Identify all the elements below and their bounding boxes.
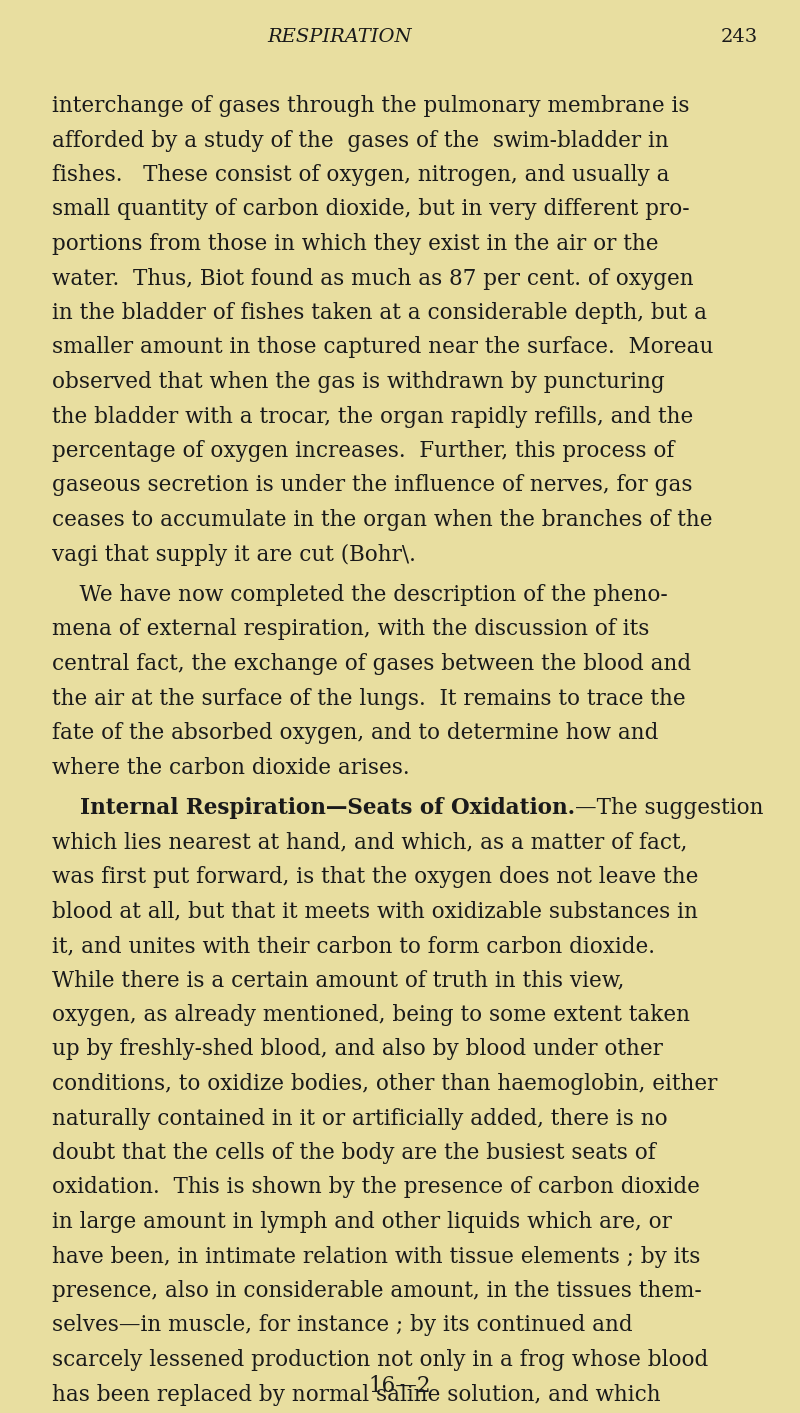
Text: interchange of gases through the pulmonary membrane is: interchange of gases through the pulmona… xyxy=(52,95,690,117)
Text: small quantity of carbon dioxide, but in very different pro-: small quantity of carbon dioxide, but in… xyxy=(52,198,690,220)
Text: smaller amount in those captured near the surface.  Moreau: smaller amount in those captured near th… xyxy=(52,336,714,359)
Text: oxygen, as already mentioned, being to some extent taken: oxygen, as already mentioned, being to s… xyxy=(52,1005,690,1026)
Text: the bladder with a trocar, the organ rapidly refills, and the: the bladder with a trocar, the organ rap… xyxy=(52,406,694,428)
Text: in large amount in lymph and other liquids which are, or: in large amount in lymph and other liqui… xyxy=(52,1211,672,1234)
Text: RESPIRATION: RESPIRATION xyxy=(268,28,412,47)
Text: water.  Thus, Biot found as much as 87 per cent. of oxygen: water. Thus, Biot found as much as 87 pe… xyxy=(52,267,694,290)
Text: in the bladder of fishes taken at a considerable depth, but a: in the bladder of fishes taken at a cons… xyxy=(52,302,707,324)
Text: We have now completed the description of the pheno-: We have now completed the description of… xyxy=(52,584,668,606)
Text: vagi that supply it are cut (Bohr\.: vagi that supply it are cut (Bohr\. xyxy=(52,544,416,565)
Text: Internal Respiration—Seats of Oxidation.: Internal Respiration—Seats of Oxidation. xyxy=(80,797,575,820)
Text: mena of external respiration, with the discussion of its: mena of external respiration, with the d… xyxy=(52,619,650,640)
Text: have been, in intimate relation with tissue elements ; by its: have been, in intimate relation with tis… xyxy=(52,1245,700,1267)
Text: 16—2: 16—2 xyxy=(369,1375,431,1397)
Text: scarcely lessened production not only in a frog whose blood: scarcely lessened production not only in… xyxy=(52,1349,708,1371)
Text: percentage of oxygen increases.  Further, this process of: percentage of oxygen increases. Further,… xyxy=(52,439,674,462)
Text: observed that when the gas is withdrawn by puncturing: observed that when the gas is withdrawn … xyxy=(52,372,665,393)
Text: fate of the absorbed oxygen, and to determine how and: fate of the absorbed oxygen, and to dete… xyxy=(52,722,658,745)
Text: up by freshly-shed blood, and also by blood under other: up by freshly-shed blood, and also by bl… xyxy=(52,1039,663,1061)
Text: oxidation.  This is shown by the presence of carbon dioxide: oxidation. This is shown by the presence… xyxy=(52,1177,700,1198)
Text: 243: 243 xyxy=(721,28,758,47)
Text: ceases to accumulate in the organ when the branches of the: ceases to accumulate in the organ when t… xyxy=(52,509,713,531)
Text: portions from those in which they exist in the air or the: portions from those in which they exist … xyxy=(52,233,658,254)
Text: central fact, the exchange of gases between the blood and: central fact, the exchange of gases betw… xyxy=(52,653,691,675)
Text: selves—in muscle, for instance ; by its continued and: selves—in muscle, for instance ; by its … xyxy=(52,1314,633,1337)
Text: it, and unites with their carbon to form carbon dioxide.: it, and unites with their carbon to form… xyxy=(52,935,655,957)
Text: conditions, to oxidize bodies, other than haemoglobin, either: conditions, to oxidize bodies, other tha… xyxy=(52,1072,718,1095)
Text: —The suggestion: —The suggestion xyxy=(575,797,764,820)
Text: has been replaced by normal saline solution, and which: has been replaced by normal saline solut… xyxy=(52,1383,661,1406)
Text: gaseous secretion is under the influence of nerves, for gas: gaseous secretion is under the influence… xyxy=(52,475,693,496)
Text: where the carbon dioxide arises.: where the carbon dioxide arises. xyxy=(52,756,410,779)
Text: fishes.   These consist of oxygen, nitrogen, and usually a: fishes. These consist of oxygen, nitroge… xyxy=(52,164,670,187)
Text: doubt that the cells of the body are the busiest seats of: doubt that the cells of the body are the… xyxy=(52,1142,656,1164)
Text: afforded by a study of the  gases of the  swim-bladder in: afforded by a study of the gases of the … xyxy=(52,130,669,151)
Text: the air at the surface of the lungs.  It remains to trace the: the air at the surface of the lungs. It … xyxy=(52,688,686,709)
Text: blood at all, but that it meets with oxidizable substances in: blood at all, but that it meets with oxi… xyxy=(52,900,698,923)
Text: which lies nearest at hand, and which, as a matter of fact,: which lies nearest at hand, and which, a… xyxy=(52,831,687,853)
Text: naturally contained in it or artificially added, there is no: naturally contained in it or artificiall… xyxy=(52,1108,668,1129)
Text: While there is a certain amount of truth in this view,: While there is a certain amount of truth… xyxy=(52,969,624,992)
Text: was first put forward, is that the oxygen does not leave the: was first put forward, is that the oxyge… xyxy=(52,866,698,887)
Text: presence, also in considerable amount, in the tissues them-: presence, also in considerable amount, i… xyxy=(52,1280,702,1301)
